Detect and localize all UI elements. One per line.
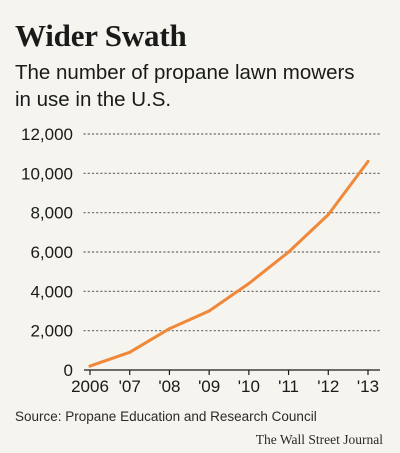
- x-tick-label: '09: [198, 377, 220, 396]
- data-point: [207, 309, 211, 313]
- y-tick-label: 12,000: [21, 125, 73, 144]
- y-tick-label: 4,000: [30, 282, 73, 301]
- x-tick-label: 2006: [71, 377, 109, 396]
- data-point: [167, 327, 171, 331]
- data-point: [366, 160, 370, 164]
- x-tick-label: '13: [357, 377, 379, 396]
- publication-credit: The Wall Street Journal: [255, 432, 383, 447]
- y-tick-label: 10,000: [21, 164, 73, 183]
- gridlines: [83, 133, 381, 332]
- x-tick-label: '10: [238, 377, 260, 396]
- x-tick-label: '08: [158, 377, 180, 396]
- data-point: [326, 213, 330, 217]
- chart-subtitle: The number of propane lawn mowers in use…: [15, 61, 355, 111]
- data-point: [88, 364, 92, 368]
- y-tick-label: 2,000: [30, 322, 73, 341]
- data-point: [247, 281, 251, 285]
- axes: [84, 369, 380, 375]
- x-tick-label: '11: [278, 377, 299, 396]
- source-note: Source: Propane Education and Research C…: [15, 409, 317, 424]
- tick-labels: 0 2,000 4,000 6,000 8,000 10,000 12,000 2006 '07…: [21, 125, 379, 396]
- x-tick-label: '07: [119, 377, 141, 396]
- x-tick-label: '12: [317, 377, 339, 396]
- data-point: [287, 250, 291, 254]
- series-layer: [88, 160, 370, 368]
- y-tick-label: 8,000: [30, 204, 73, 223]
- chart-title: Wider Swath: [15, 18, 187, 53]
- y-tick-label: 6,000: [30, 243, 73, 262]
- y-tick-label: 0: [64, 361, 73, 380]
- series-line: [88, 160, 370, 368]
- data-point: [128, 350, 132, 354]
